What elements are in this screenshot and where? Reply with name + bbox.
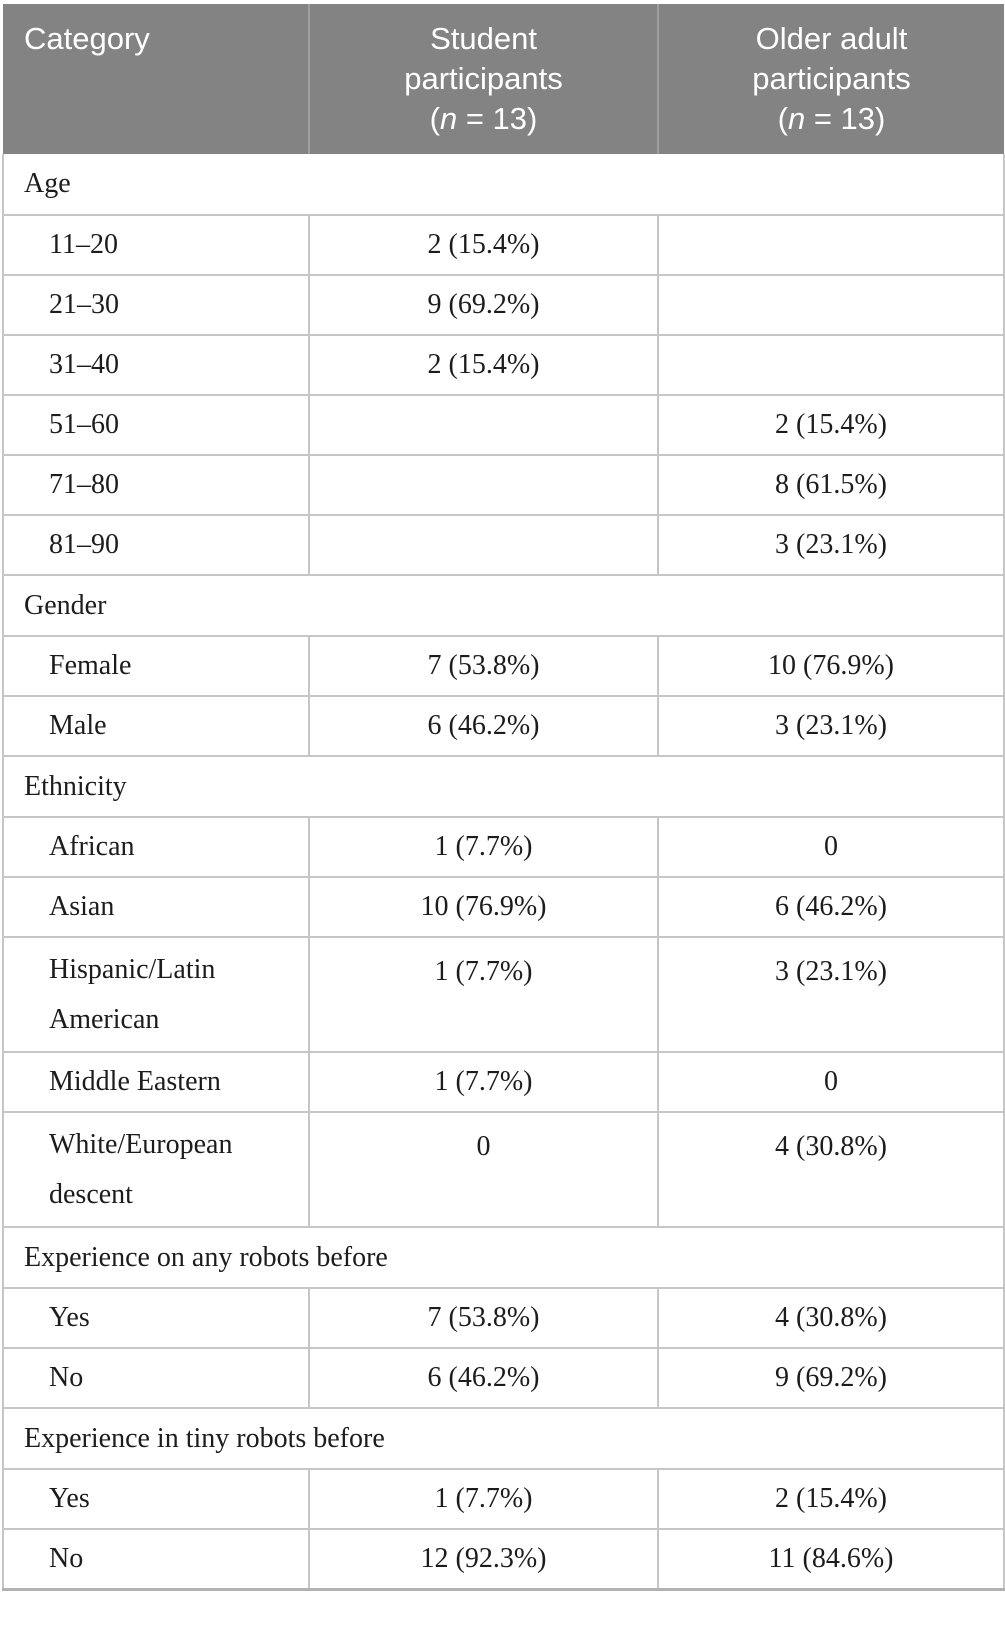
student-value: 7 (53.8%): [308, 635, 659, 697]
table-row: White/European descent 0 4 (30.8%): [2, 1111, 1005, 1228]
row-label: Female: [2, 635, 310, 697]
header-student-line2: participants: [404, 61, 563, 96]
older-adult-value: 10 (76.9%): [657, 635, 1005, 697]
table-row: Female 7 (53.8%) 10 (76.9%): [2, 635, 1005, 697]
student-value: 9 (69.2%): [308, 274, 659, 336]
older-adult-value: 4 (30.8%): [657, 1111, 1005, 1228]
older-adult-value: 9 (69.2%): [657, 1347, 1005, 1409]
older-adult-value: 3 (23.1%): [657, 695, 1005, 757]
student-value: 2 (15.4%): [308, 214, 659, 276]
older-adult-value: 4 (30.8%): [657, 1287, 1005, 1349]
table-row: Yes 1 (7.7%) 2 (15.4%): [2, 1468, 1005, 1530]
student-value: 6 (46.2%): [308, 1347, 659, 1409]
table-row: 81–90 3 (23.1%): [2, 514, 1005, 576]
row-label: 11–20: [2, 214, 310, 276]
table-body: Age 11–20 2 (15.4%) 21–30 9 (69.2%) 31–4…: [2, 154, 1005, 1591]
row-label: Asian: [2, 876, 310, 938]
student-value: 7 (53.8%): [308, 1287, 659, 1349]
older-adult-value: 2 (15.4%): [657, 1468, 1005, 1530]
header-student-line1: Student: [430, 21, 537, 56]
student-value: 12 (92.3%): [308, 1528, 659, 1591]
section-label: Experience in tiny robots before: [2, 1407, 1005, 1470]
table-row: 11–20 2 (15.4%): [2, 214, 1005, 276]
older-adult-value: [657, 274, 1005, 336]
student-value: 1 (7.7%): [308, 1468, 659, 1530]
student-value: [308, 454, 659, 516]
section-row-experience-tiny-robots: Experience in tiny robots before: [2, 1407, 1005, 1470]
row-label: 31–40: [2, 334, 310, 396]
header-row: Category Student participants (n = 13) O…: [3, 4, 1004, 154]
older-adult-value: [657, 334, 1005, 396]
older-adult-value: [657, 214, 1005, 276]
student-value: [308, 394, 659, 456]
table-row: 21–30 9 (69.2%): [2, 274, 1005, 336]
student-value: 2 (15.4%): [308, 334, 659, 396]
section-row-experience-any-robots: Experience on any robots before: [2, 1226, 1005, 1289]
table-row: African 1 (7.7%) 0: [2, 816, 1005, 878]
header-student-participants: Student participants (n = 13): [308, 4, 658, 154]
row-label: 81–90: [2, 514, 310, 576]
row-label: Yes: [2, 1287, 310, 1349]
row-label: Middle Eastern: [2, 1051, 310, 1113]
section-row-gender: Gender: [2, 574, 1005, 637]
older-adult-value: 0: [657, 816, 1005, 878]
table-header: Category Student participants (n = 13) O…: [3, 4, 1004, 154]
section-label: Ethnicity: [2, 755, 1005, 818]
older-adult-value: 2 (15.4%): [657, 394, 1005, 456]
table-row: Middle Eastern 1 (7.7%) 0: [2, 1051, 1005, 1113]
table-row: No 6 (46.2%) 9 (69.2%): [2, 1347, 1005, 1409]
row-label: White/European descent: [2, 1111, 310, 1228]
row-label: Male: [2, 695, 310, 757]
student-value: 6 (46.2%): [308, 695, 659, 757]
table-row: Hispanic/Latin American 1 (7.7%) 3 (23.1…: [2, 936, 1005, 1053]
student-value: 1 (7.7%): [308, 1051, 659, 1113]
header-older-line1: Older adult: [755, 21, 908, 56]
older-adult-value: 11 (84.6%): [657, 1528, 1005, 1591]
section-row-ethnicity: Ethnicity: [2, 755, 1005, 818]
section-label: Gender: [2, 574, 1005, 637]
table-row: Yes 7 (53.8%) 4 (30.8%): [2, 1287, 1005, 1349]
row-label: No: [2, 1347, 310, 1409]
student-value: 0: [308, 1111, 659, 1228]
row-label: 71–80: [2, 454, 310, 516]
header-category-label: Category: [24, 21, 150, 56]
older-adult-value: 0: [657, 1051, 1005, 1113]
header-older-line2: participants: [752, 61, 911, 96]
section-label: Experience on any robots before: [2, 1226, 1005, 1289]
table-row: No 12 (92.3%) 11 (84.6%): [2, 1528, 1005, 1591]
demographics-table: Category Student participants (n = 13) O…: [2, 4, 1005, 1591]
older-adult-value: 8 (61.5%): [657, 454, 1005, 516]
table-row: 71–80 8 (61.5%): [2, 454, 1005, 516]
student-value: 10 (76.9%): [308, 876, 659, 938]
header-older-adult-participants: Older adult participants (n = 13): [657, 4, 1004, 154]
older-adult-value: 3 (23.1%): [657, 514, 1005, 576]
header-category: Category: [3, 4, 309, 154]
section-row-age: Age: [2, 154, 1005, 216]
table-row: Male 6 (46.2%) 3 (23.1%): [2, 695, 1005, 757]
table-row: 51–60 2 (15.4%): [2, 394, 1005, 456]
older-adult-value: 6 (46.2%): [657, 876, 1005, 938]
table-row: 31–40 2 (15.4%): [2, 334, 1005, 396]
section-label: Age: [2, 154, 1005, 216]
student-value: [308, 514, 659, 576]
table-row: Asian 10 (76.9%) 6 (46.2%): [2, 876, 1005, 938]
row-label: African: [2, 816, 310, 878]
header-older-n: (n = 13): [777, 101, 886, 136]
row-label: Yes: [2, 1468, 310, 1530]
row-label: Hispanic/Latin American: [2, 936, 310, 1053]
row-label: No: [2, 1528, 310, 1591]
row-label: 21–30: [2, 274, 310, 336]
student-value: 1 (7.7%): [308, 816, 659, 878]
row-label: 51–60: [2, 394, 310, 456]
older-adult-value: 3 (23.1%): [657, 936, 1005, 1053]
header-student-n: (n = 13): [429, 101, 538, 136]
student-value: 1 (7.7%): [308, 936, 659, 1053]
